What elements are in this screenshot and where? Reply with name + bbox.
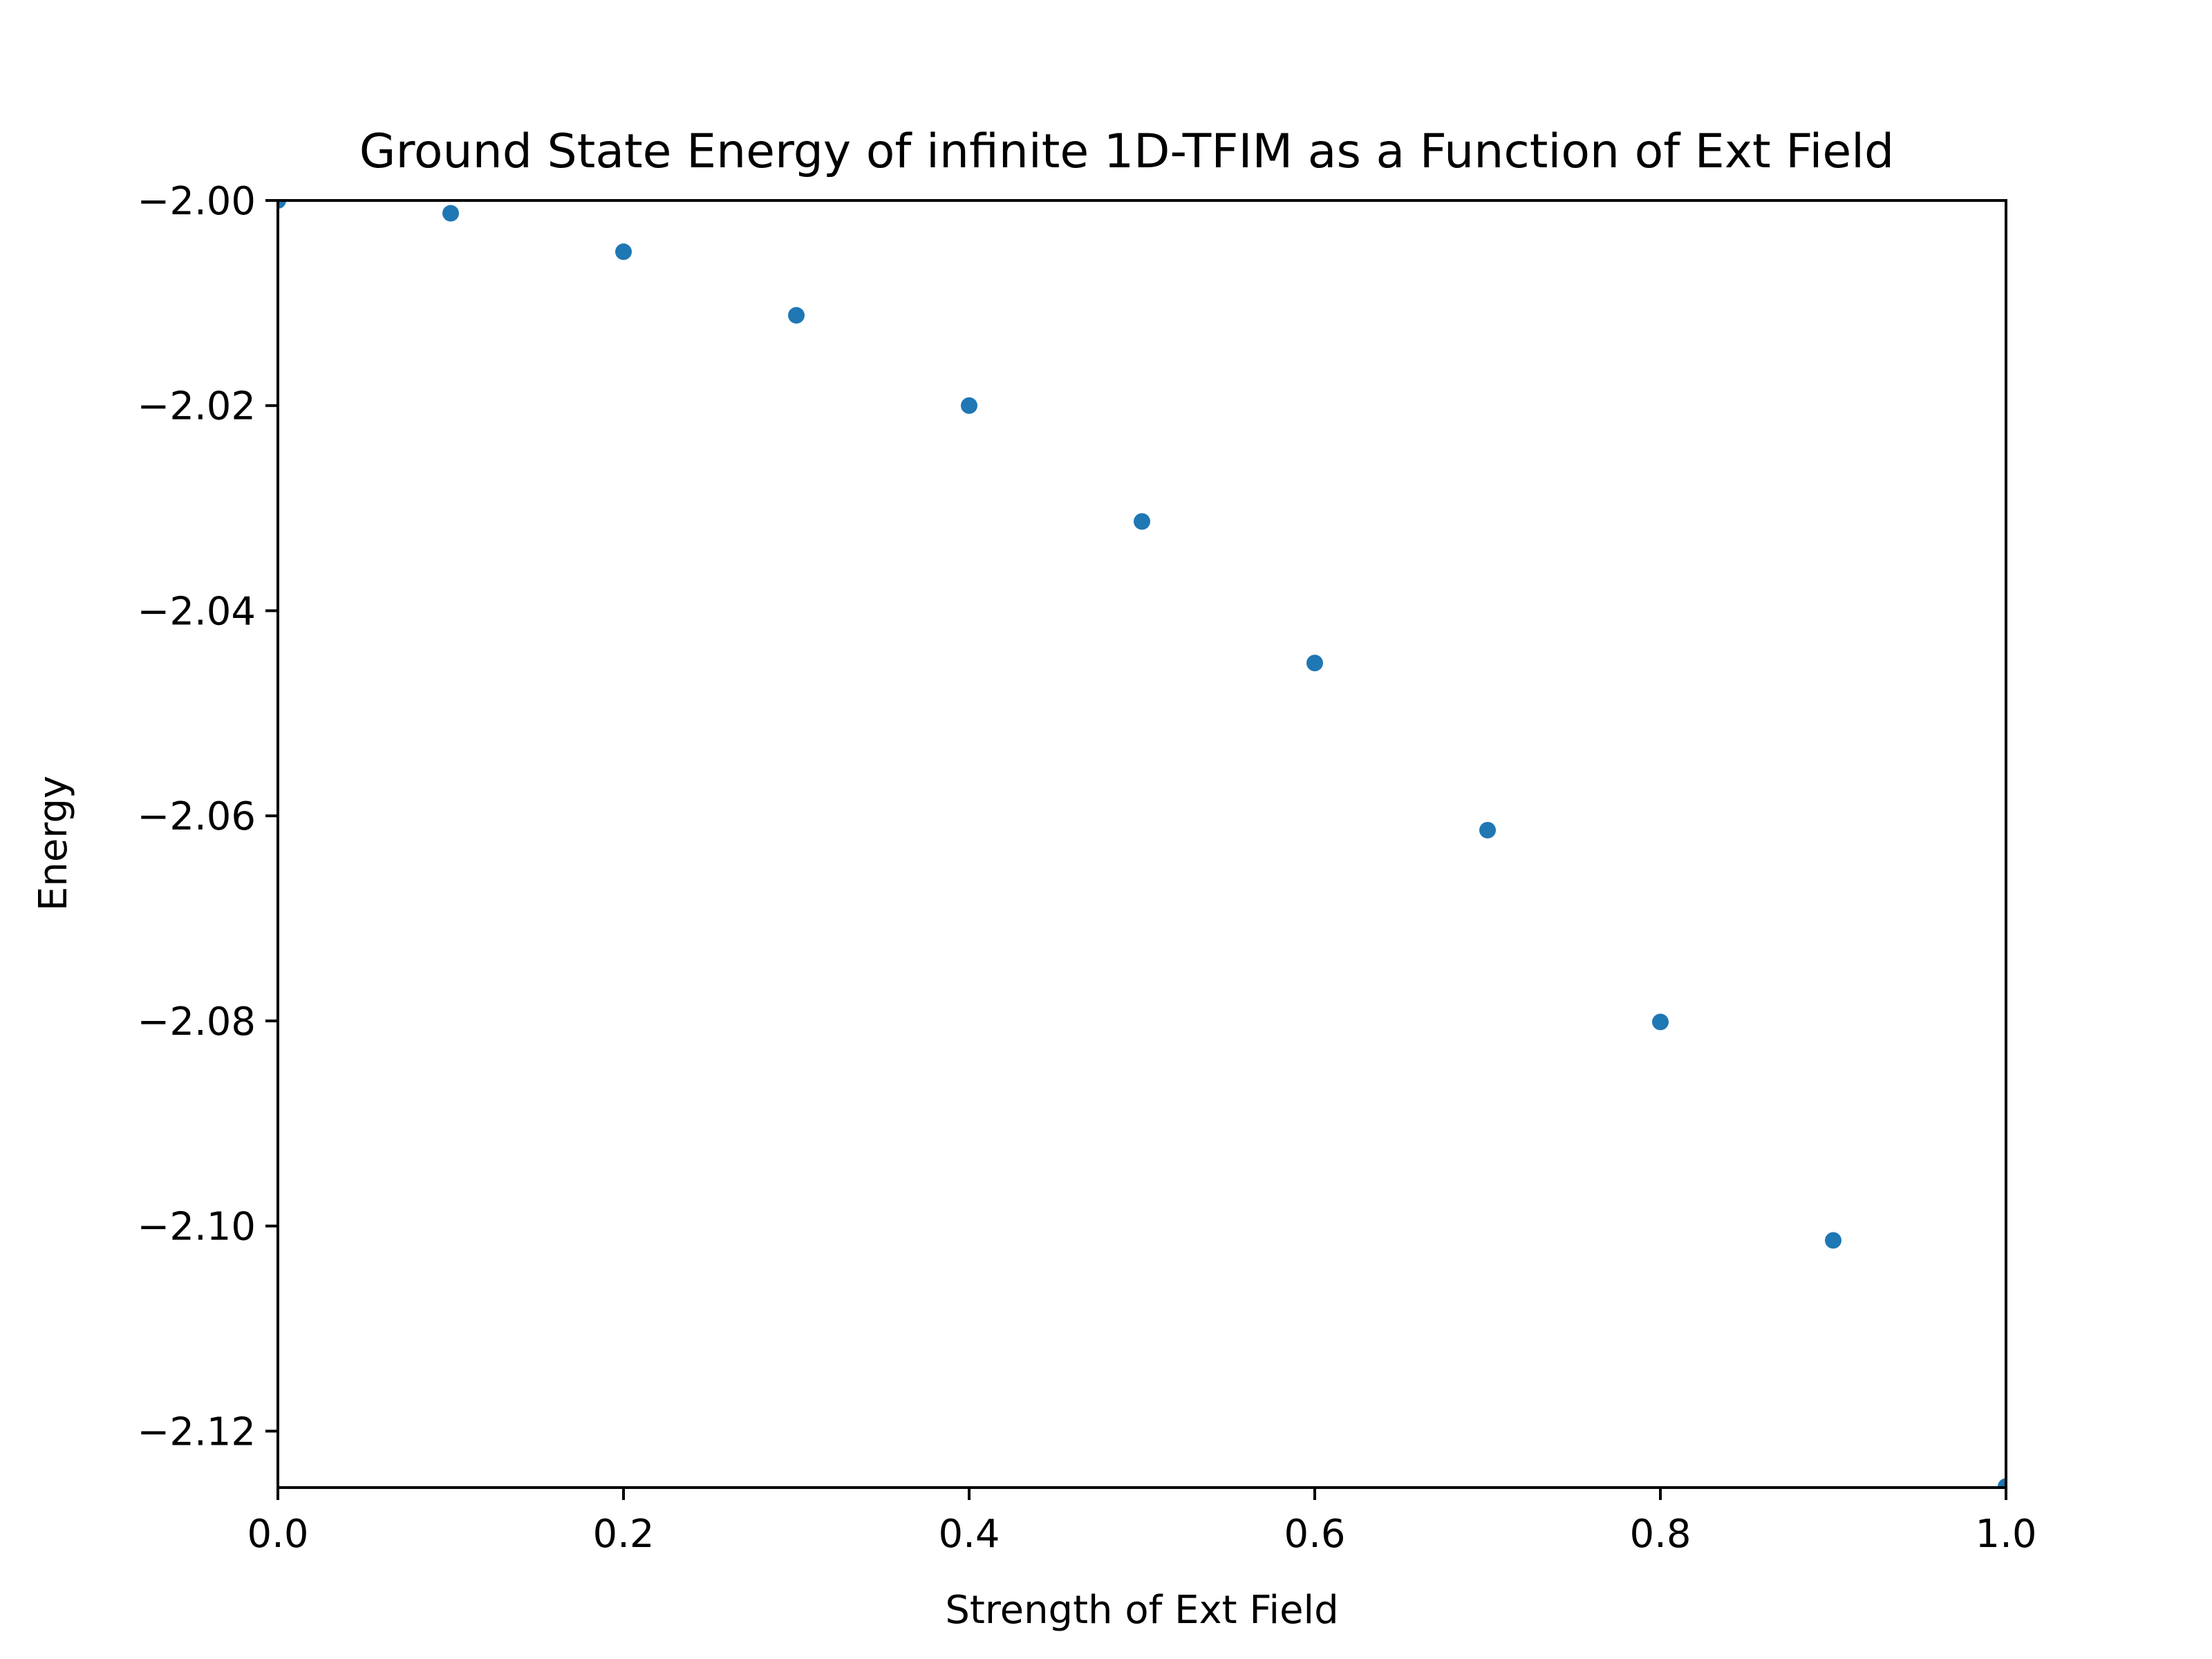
data-point — [278, 200, 286, 209]
data-point — [442, 205, 459, 222]
y-axis-ticks: −2.00 −2.02 −2.04 −2.06 −2.08 −2.10 −2.12 — [137, 179, 278, 1454]
x-tick-label: 0.0 — [247, 1512, 308, 1557]
data-point — [1825, 1232, 1841, 1249]
y-tick-label: −2.08 — [137, 1000, 256, 1044]
y-tick-label: −2.04 — [137, 589, 256, 634]
data-point — [1479, 821, 1496, 838]
data-point — [788, 307, 805, 324]
x-axis-ticks: 0.0 0.2 0.4 0.6 0.8 1.0 — [247, 1488, 2037, 1557]
data-point — [1134, 513, 1150, 530]
y-axis-label: Energy — [31, 776, 76, 911]
points-layer — [278, 200, 2006, 1488]
x-tick-label: 1.0 — [1975, 1512, 2036, 1557]
y-tick-label: −2.10 — [137, 1205, 256, 1250]
data-point — [961, 397, 977, 414]
x-tick-label: 0.4 — [938, 1512, 1000, 1557]
y-tick-label: −2.06 — [137, 794, 256, 839]
chart-title: Ground State Energy of infinite 1D-TFIM … — [359, 124, 1894, 179]
y-tick-label: −2.00 — [137, 179, 256, 224]
plot-frame — [276, 199, 2007, 1489]
x-tick-label: 0.2 — [592, 1512, 654, 1557]
y-tick-label: −2.02 — [137, 384, 256, 429]
data-point — [1652, 1013, 1669, 1031]
data-point — [1998, 1478, 2006, 1488]
data-point — [615, 243, 632, 261]
data-point — [1306, 655, 1323, 672]
x-tick-label: 0.6 — [1284, 1512, 1345, 1557]
x-axis-label: Strength of Ext Field — [945, 1588, 1338, 1633]
y-tick-label: −2.12 — [137, 1409, 256, 1454]
x-tick-label: 0.8 — [1629, 1512, 1691, 1557]
